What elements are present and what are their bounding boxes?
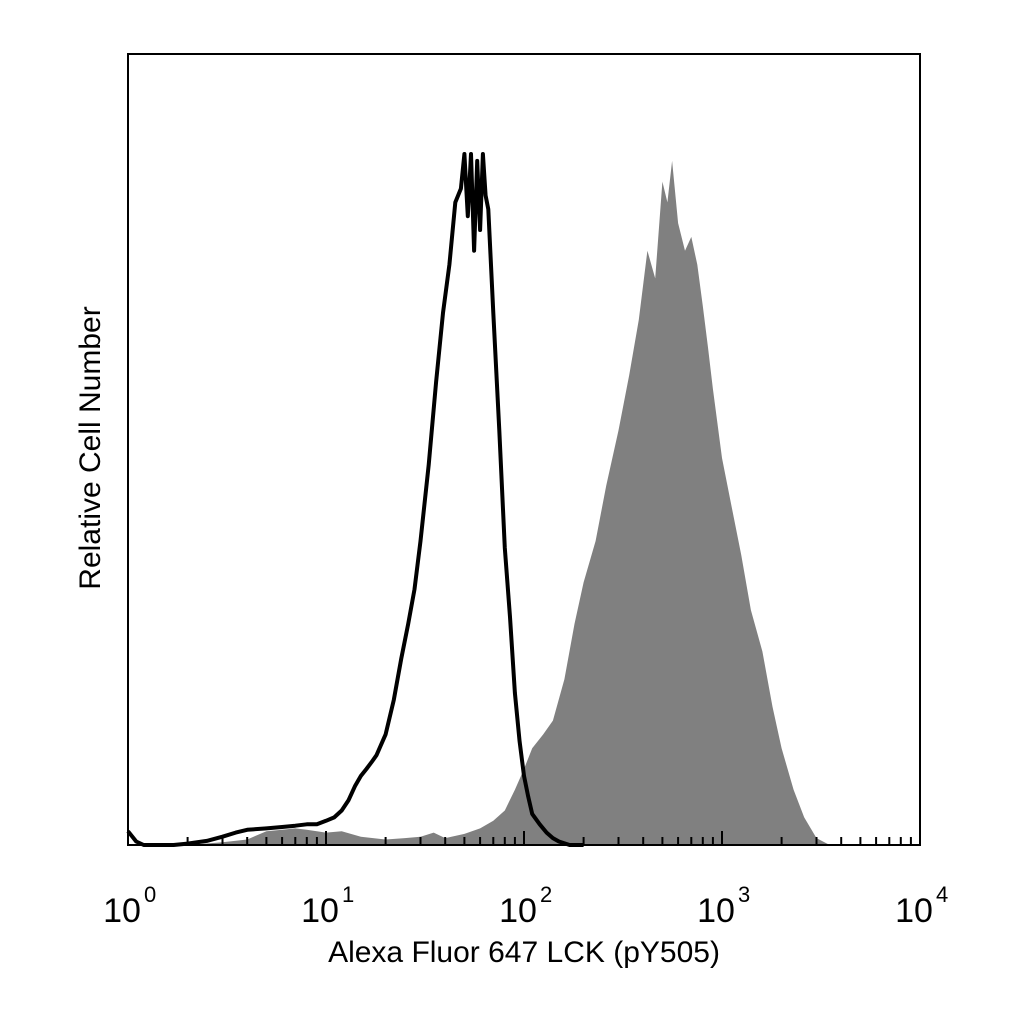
control-histogram-line xyxy=(126,152,584,847)
x-tick-exponent: 1 xyxy=(342,882,354,907)
x-tick-label: 10 4 xyxy=(895,882,948,930)
x-tick-exponent: 2 xyxy=(540,882,552,907)
series-layer xyxy=(126,152,842,847)
x-tick-base: 10 xyxy=(895,892,933,930)
x-tick-label: 10 2 xyxy=(499,882,552,930)
stained-histogram-area xyxy=(128,160,842,845)
x-tick-exponent: 3 xyxy=(738,882,750,907)
x-tick-base: 10 xyxy=(499,892,537,930)
x-tick-base: 10 xyxy=(301,892,339,930)
x-tick-label: 10 1 xyxy=(301,882,354,930)
x-tick-label: 10 0 xyxy=(103,882,156,930)
y-axis-label: Relative Cell Number xyxy=(74,306,107,589)
x-tick-base: 10 xyxy=(697,892,735,930)
x-tick-base: 10 xyxy=(103,892,141,930)
x-tick-exponent: 4 xyxy=(936,882,948,907)
plot-frame xyxy=(127,53,921,846)
x-tick-label: 10 3 xyxy=(697,882,750,930)
x-tick-labels: 10 0 10 1 10 2 10 3 10 4 xyxy=(103,882,948,930)
plot-background xyxy=(128,54,920,845)
x-axis-label: Alexa Fluor 647 LCK (pY505) xyxy=(328,936,720,969)
x-tick-exponent: 0 xyxy=(144,882,156,907)
